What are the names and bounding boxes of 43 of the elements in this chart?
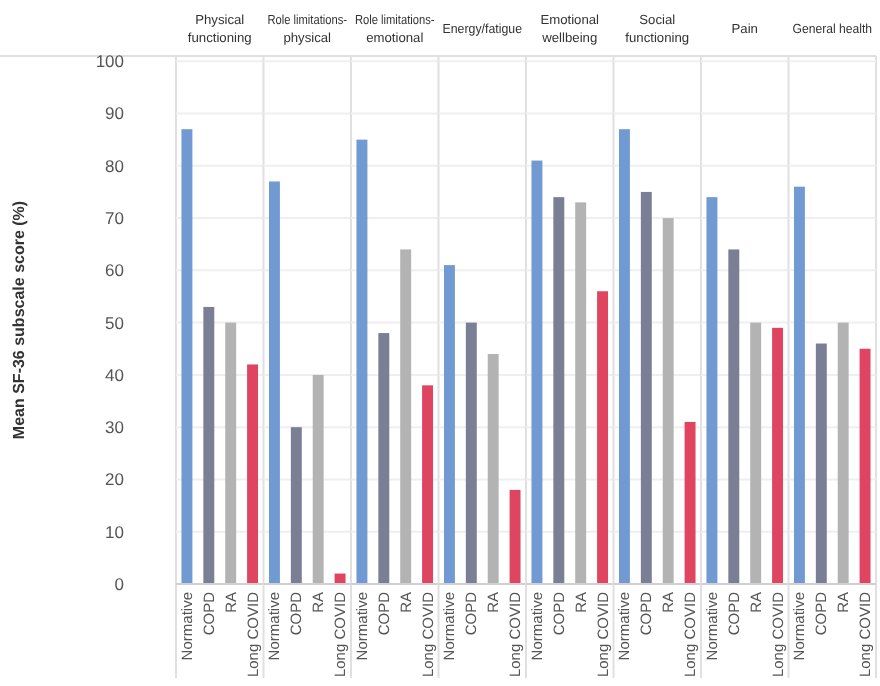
bar: [793, 186, 805, 584]
bar: [225, 322, 237, 584]
y-tick-label: 40: [105, 364, 125, 385]
y-tick-label: 30: [105, 417, 125, 438]
y-tick-label: 20: [105, 469, 125, 490]
bar: [772, 327, 784, 584]
y-axis-title: Mean SF-36 subscale score (%): [10, 200, 28, 440]
bar: [268, 181, 280, 584]
y-tick-label: 100: [95, 51, 125, 72]
bar: [684, 421, 696, 584]
bar: [575, 202, 587, 584]
y-tick-label: 70: [105, 208, 125, 229]
bar: [400, 249, 412, 584]
bar: [750, 322, 762, 584]
bar: [378, 333, 390, 584]
bar: [815, 343, 827, 584]
bar: [203, 306, 215, 584]
y-tick-label: 60: [105, 260, 125, 281]
bar: [290, 427, 302, 584]
bar: [531, 160, 543, 584]
bar: [247, 364, 259, 584]
bar: [312, 374, 324, 584]
bar: [553, 197, 565, 584]
y-tick-label: 90: [105, 103, 125, 124]
bar: [859, 348, 871, 584]
bar: [597, 291, 609, 584]
bar: [509, 489, 521, 584]
bar: [181, 129, 193, 584]
y-tick-label: 80: [105, 155, 125, 176]
bar: [487, 353, 499, 584]
bar: [837, 322, 849, 584]
bar: [465, 322, 477, 584]
bar: [443, 265, 455, 584]
y-tick-label: 10: [105, 521, 125, 542]
bar: [422, 385, 434, 584]
y-tick-label: 0: [114, 573, 125, 594]
bar: [662, 218, 674, 584]
bar: [706, 197, 718, 584]
bar: [618, 129, 630, 584]
bar: [728, 249, 740, 584]
bar: [356, 139, 368, 584]
bar: [640, 191, 652, 584]
y-tick-label: 50: [105, 312, 125, 333]
